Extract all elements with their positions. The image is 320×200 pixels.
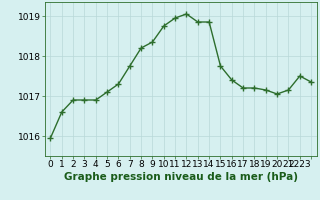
X-axis label: Graphe pression niveau de la mer (hPa): Graphe pression niveau de la mer (hPa)	[64, 172, 298, 182]
